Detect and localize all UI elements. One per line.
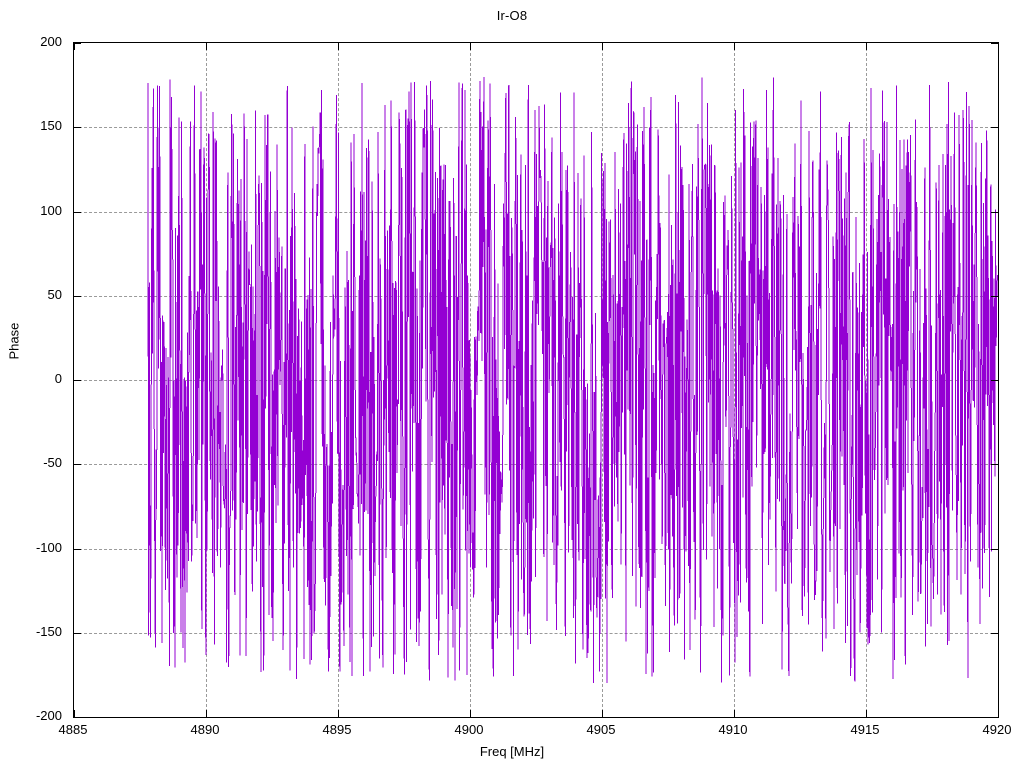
y-tick-mark: [991, 464, 998, 466]
y-tick-label: 100: [40, 202, 62, 218]
data-trace: [147, 77, 998, 684]
x-tick-mark: [734, 43, 735, 50]
y-tick-mark: [991, 717, 998, 718]
y-tick-label: 0: [54, 371, 62, 386]
y-tick-label: -100: [35, 539, 62, 555]
gridline-horizontal: [74, 127, 998, 129]
x-tick-mark: [998, 43, 999, 50]
y-tick-mark: [991, 127, 998, 129]
y-tick-label: -150: [35, 623, 62, 639]
y-tick-mark: [74, 127, 81, 129]
y-tick-mark: [74, 464, 81, 466]
y-tick-mark: [74, 632, 81, 634]
y-tick-label: -200: [35, 708, 62, 723]
x-tick-mark: [470, 43, 471, 50]
y-tick-mark: [74, 548, 81, 550]
y-tick-mark: [74, 295, 81, 297]
x-tick-mark: [998, 710, 999, 717]
x-tick-mark: [470, 710, 471, 717]
x-axis-label: Freq [MHz]: [479, 744, 545, 759]
x-tick-label: 4890: [190, 722, 220, 737]
y-tick-mark: [991, 211, 998, 213]
y-tick-label: 200: [40, 34, 62, 49]
x-tick-mark: [74, 43, 75, 50]
x-tick-mark: [734, 710, 735, 717]
x-tick-mark: [338, 43, 339, 50]
x-tick-label: 4885: [58, 722, 88, 737]
x-tick-label: 4920: [982, 722, 1012, 737]
x-tick-mark: [338, 710, 339, 717]
x-tick-label: 4895: [322, 722, 352, 737]
x-tick-mark: [866, 43, 867, 50]
x-tick-mark: [602, 43, 603, 50]
gridline-vertical: [866, 43, 867, 717]
plot-area: [73, 42, 999, 718]
y-tick-mark: [991, 632, 998, 634]
x-tick-label: 4900: [454, 722, 484, 737]
x-tick-mark: [206, 43, 207, 50]
x-tick-mark: [602, 710, 603, 717]
x-tick-label: 4905: [586, 722, 616, 737]
x-tick-mark: [206, 710, 207, 717]
y-tick-mark: [991, 295, 998, 297]
gridline-horizontal: [74, 632, 998, 634]
gridline-vertical: [470, 43, 471, 717]
y-tick-label: -50: [43, 455, 62, 471]
y-tick-mark: [74, 211, 81, 213]
x-tick-mark: [74, 710, 75, 717]
y-tick-label: 50: [47, 286, 62, 302]
gridline-vertical: [602, 43, 603, 717]
y-tick-mark: [74, 380, 81, 381]
chart-title: Ir-O8: [496, 8, 528, 23]
y-tick-mark: [991, 380, 998, 381]
gridline-vertical: [734, 43, 735, 717]
y-tick-mark: [74, 717, 81, 718]
y-axis-label: Phase: [6, 322, 22, 360]
x-tick-label: 4910: [718, 722, 748, 737]
x-tick-label: 4915: [850, 722, 880, 737]
y-tick-label: 150: [40, 118, 62, 134]
y-tick-mark: [74, 43, 81, 44]
trace-path: [147, 77, 998, 684]
y-tick-mark: [991, 43, 998, 44]
y-tick-mark: [991, 548, 998, 550]
plot-inner: [74, 43, 998, 717]
x-tick-mark: [866, 710, 867, 717]
